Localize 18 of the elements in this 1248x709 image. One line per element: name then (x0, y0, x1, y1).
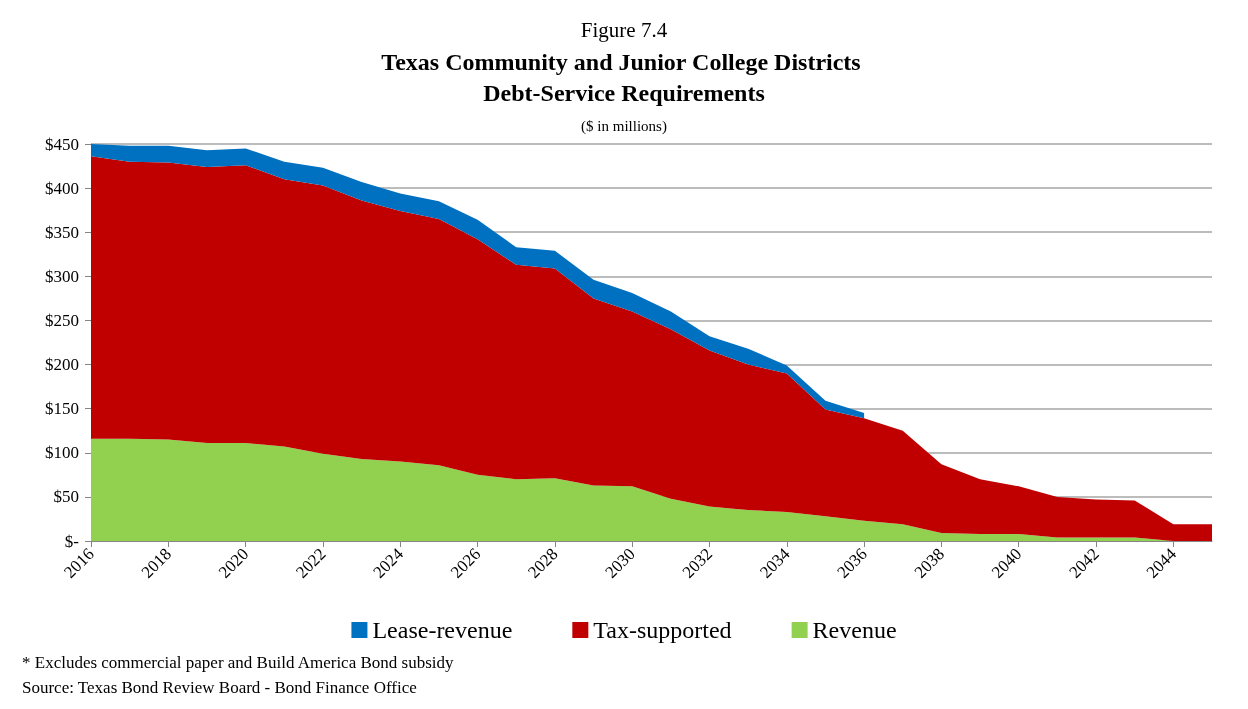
y-tick-label: $250 (45, 310, 79, 330)
legend-label: Revenue (812, 617, 897, 643)
y-tick-label: $450 (45, 134, 79, 154)
y-tick-label: $50 (53, 487, 79, 507)
y-tick-label: $300 (45, 266, 79, 286)
y-tick-label: $400 (45, 178, 79, 198)
source-note: Source: Texas Bond Review Board - Bond Finance Office (22, 678, 417, 697)
text: * Excludes commercial paper and Build America Bond subsidy (22, 653, 455, 672)
chart-title: Figure 7.4 (580, 17, 668, 42)
y-tick-label: $350 (45, 222, 79, 242)
y-tick-label: $100 (45, 443, 79, 463)
y-tick-label: $- (64, 531, 80, 551)
legend-label: Lease-revenue (372, 617, 513, 643)
chart-subtitle: Texas Community and Junior College Districts Debt-Service Requirements (381, 48, 867, 106)
legend-label: Tax-supported (593, 617, 732, 643)
y-tick-label: $200 (45, 355, 79, 375)
y-axis-title: ($ in millions) (581, 117, 667, 135)
y-tick-label: $150 (45, 399, 79, 419)
